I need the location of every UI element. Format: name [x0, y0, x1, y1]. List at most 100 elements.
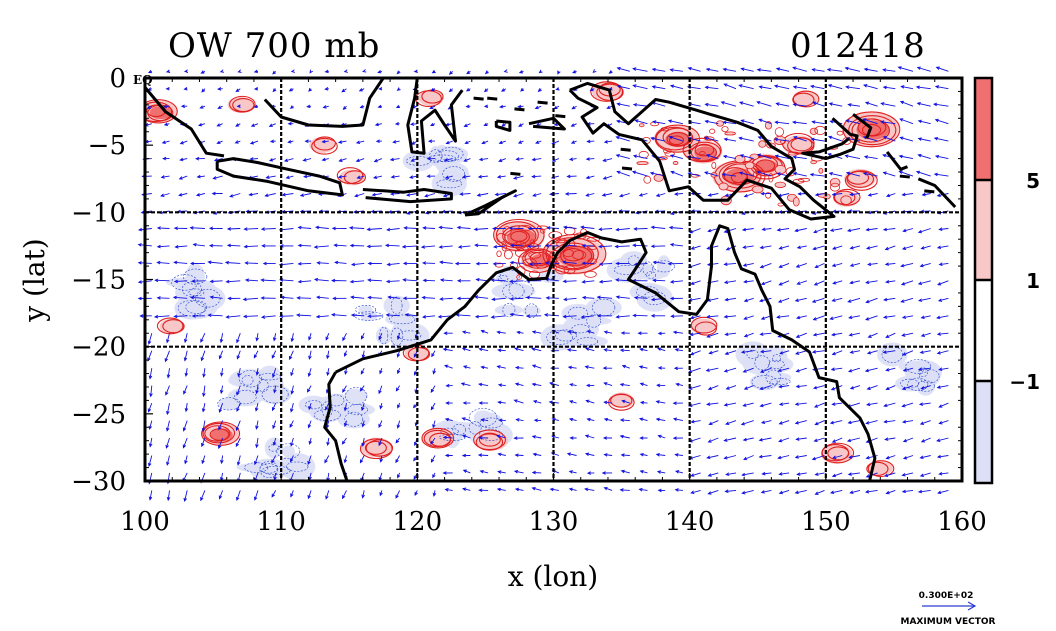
coastline — [464, 189, 517, 217]
wind-vector — [761, 227, 772, 232]
positive-contour — [494, 262, 504, 268]
x-axis-ticks: 100 110 120 130 140 150 160 — [120, 78, 987, 537]
wind-vector — [637, 331, 648, 336]
wind-vector — [794, 228, 807, 233]
wind-vector — [638, 193, 648, 197]
wind-vector — [862, 172, 878, 177]
wind-vector — [307, 455, 312, 465]
wind-vector — [378, 333, 383, 341]
wind-vector — [395, 437, 400, 444]
wind-vector — [810, 137, 825, 142]
wind-vector — [288, 88, 294, 92]
wind-vector — [497, 383, 506, 387]
wind-vector — [165, 69, 171, 74]
x-tick-label: 140 — [665, 507, 715, 537]
wind-vector — [849, 262, 861, 267]
wind-vector — [508, 226, 524, 231]
negative-contour — [429, 149, 443, 163]
wind-vector — [355, 140, 365, 145]
wind-vector — [226, 227, 241, 231]
wind-vector — [444, 175, 453, 179]
wind-vector — [147, 333, 153, 345]
negative-contour — [238, 370, 262, 388]
wind-vector — [550, 366, 559, 370]
wind-vector — [938, 367, 949, 372]
wind-vector — [670, 170, 684, 177]
wind-vector — [217, 437, 224, 450]
wind-vector — [361, 350, 366, 359]
wind-vector — [217, 87, 223, 91]
wind-vector — [173, 260, 188, 265]
wind-vector — [324, 69, 329, 74]
wind-vector — [632, 154, 648, 160]
wind-vector — [497, 348, 506, 353]
wind-vector — [917, 228, 931, 234]
coastline — [852, 113, 873, 139]
wind-vector — [243, 244, 259, 249]
wind-vector — [237, 69, 242, 73]
positive-contour — [526, 242, 540, 250]
wind-vector — [160, 193, 170, 197]
wind-vector — [360, 367, 365, 375]
wind-vector — [199, 105, 206, 109]
wind-vector — [669, 296, 683, 301]
wind-vector — [321, 157, 329, 162]
wind-vector — [200, 350, 206, 362]
negative-contour — [391, 296, 403, 315]
wind-vector — [342, 490, 347, 500]
wind-vector — [154, 278, 170, 283]
wind-vector — [778, 245, 790, 250]
wind-vector — [377, 104, 383, 109]
positive-contour — [848, 115, 897, 146]
wind-vector — [566, 348, 577, 352]
wind-vector — [497, 452, 506, 457]
wind-vector — [619, 488, 630, 492]
positive-contour — [587, 258, 597, 265]
positive-area — [421, 428, 454, 448]
wind-vector — [244, 261, 259, 265]
wind-vector — [343, 455, 348, 464]
island — [514, 107, 525, 112]
wind-vector — [235, 437, 241, 448]
negative-area — [494, 304, 524, 316]
wind-vector — [341, 88, 347, 93]
wind-vector — [514, 347, 524, 352]
wind-vector — [724, 297, 737, 302]
wind-vector — [219, 385, 224, 395]
wind-vector — [795, 350, 807, 355]
wind-vector — [778, 384, 790, 389]
wind-vector — [760, 191, 772, 196]
positive-contour — [496, 233, 506, 243]
wind-vector — [567, 330, 577, 334]
wind-vector — [938, 402, 949, 408]
wind-vector — [902, 437, 914, 443]
wind-vector — [585, 399, 595, 404]
y-tick-label: −20 — [71, 333, 126, 363]
negative-contour — [389, 314, 416, 325]
wind-vector — [934, 85, 949, 90]
wind-vector — [920, 245, 931, 250]
wind-vector — [657, 434, 666, 439]
wind-vector — [845, 85, 860, 90]
wind-vector — [350, 313, 365, 317]
wind-vector — [707, 193, 719, 197]
wind-vector — [396, 333, 401, 341]
wind-vector — [830, 367, 843, 372]
wind-vector — [432, 472, 436, 479]
wind-vector — [759, 332, 772, 336]
positive-contour — [668, 135, 685, 146]
wind-vector — [249, 140, 259, 145]
wind-vector — [224, 260, 241, 265]
wind-vector — [148, 437, 153, 448]
wind-vector — [690, 280, 701, 285]
wind-vector — [444, 453, 453, 458]
wind-vector — [308, 402, 312, 411]
wind-vector — [478, 401, 489, 405]
wind-vector — [361, 437, 365, 447]
wind-vector — [796, 472, 807, 476]
wind-vector — [596, 313, 613, 318]
wind-vector — [705, 367, 719, 372]
wind-vector — [725, 472, 737, 476]
negative-contour — [397, 330, 422, 341]
wind-vector — [723, 367, 737, 373]
